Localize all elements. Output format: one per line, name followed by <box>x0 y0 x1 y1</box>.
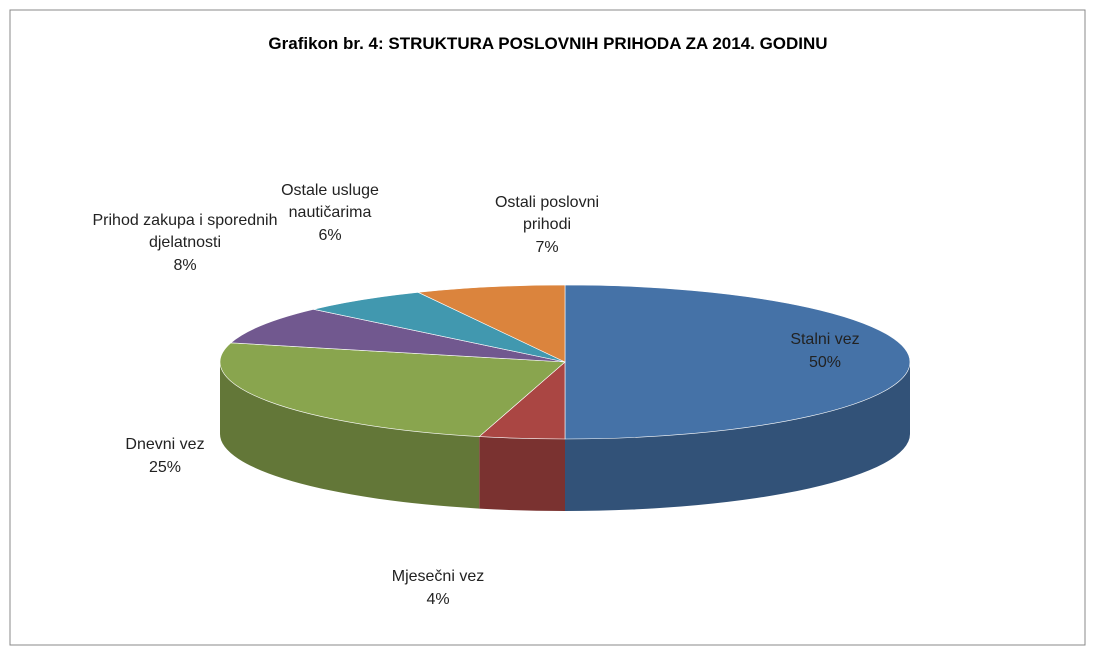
pie-slice <box>564 284 911 440</box>
slice-label: Stalni vez <box>790 331 860 348</box>
slice-value-label: 50% <box>808 354 842 371</box>
slice-value-label: 25% <box>148 459 182 476</box>
slice-label: Ostali poslovni prihodi <box>494 194 600 233</box>
slice-label: Mjesečni vez <box>391 568 485 585</box>
pie-slice <box>219 342 566 437</box>
pie-side <box>565 362 910 511</box>
slice-value-label: 4% <box>426 591 450 608</box>
slice-value-label: 6% <box>318 227 342 244</box>
pie-slice <box>417 284 566 363</box>
pie-side <box>220 362 480 509</box>
slice-label: Prihod zakupa i sporednih djelatnosti <box>92 212 278 251</box>
slice-value-label: 7% <box>535 239 559 256</box>
chart-title: Grafikon br. 4: STRUKTURA POSLOVNIH PRIH… <box>268 34 828 53</box>
slice-label: Ostale usluge nautičarima <box>281 182 379 221</box>
pie-slice <box>230 308 566 363</box>
pie-slice <box>313 292 566 363</box>
slice-value-label: 8% <box>173 257 197 274</box>
slice-label: Dnevni vez <box>125 436 205 453</box>
pie-side <box>479 436 565 511</box>
